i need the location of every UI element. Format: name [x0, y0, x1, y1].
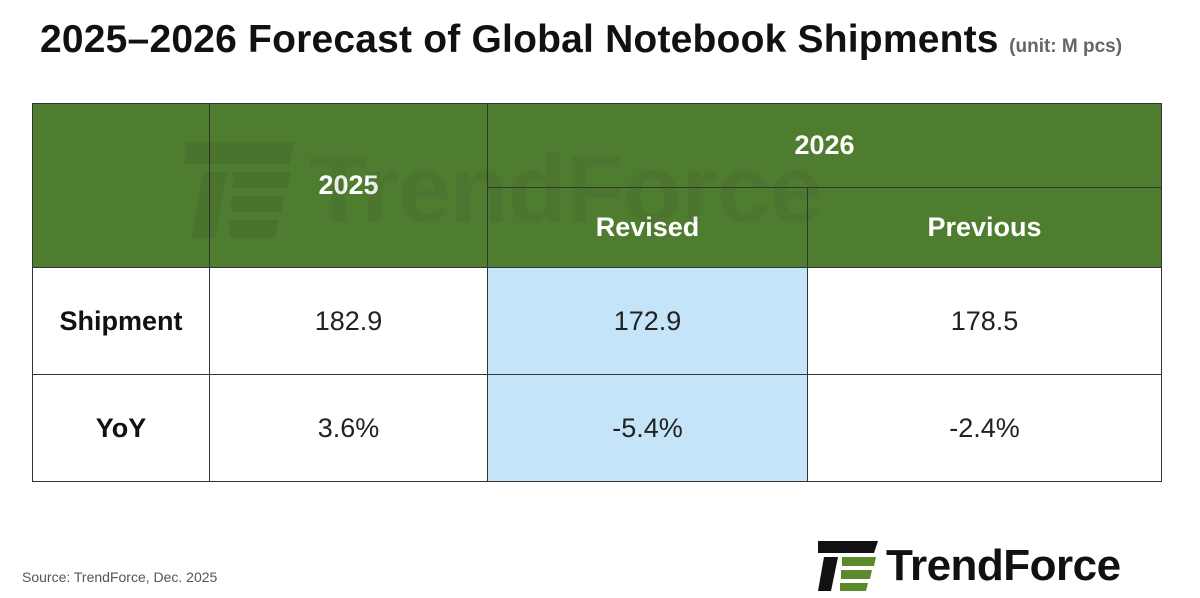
unit-label: (unit: M pcs) — [1009, 36, 1123, 57]
table-row: Shipment 182.9 172.9 178.5 — [32, 267, 1163, 375]
header-row-sub: Revised Previous — [33, 187, 1163, 268]
cell-yoy-2025: 3.6% — [209, 374, 488, 482]
source-note: Source: TrendForce, Dec. 2025 — [22, 569, 218, 585]
cell-shipment-2025: 182.9 — [209, 267, 488, 375]
header-row-top: 2025 2026 — [32, 103, 1163, 268]
cell-yoy-revised: -5.4% — [487, 374, 808, 482]
cell-shipment-revised: 172.9 — [487, 267, 808, 375]
row-label-shipment: Shipment — [32, 267, 210, 375]
col-header-2025: 2025 — [209, 103, 488, 268]
forecast-table-container: 2025 2026 Revised Previous Shipment 182.… — [32, 103, 1163, 482]
forecast-table: 2025 2026 Revised Previous Shipment 182.… — [32, 103, 1163, 482]
col-header-previous: Previous — [806, 187, 1163, 268]
col-header-2026: 2026 — [486, 103, 1163, 188]
title-row: 2025–2026 Forecast of Global Notebook Sh… — [40, 18, 1122, 62]
col-header-revised: Revised — [487, 187, 808, 268]
page-title: 2025–2026 Forecast of Global Notebook Sh… — [40, 18, 999, 61]
brand-logo: TrendForce — [818, 540, 1121, 592]
brand-name: TrendForce — [886, 541, 1121, 590]
table-row: YoY 3.6% -5.4% -2.4% — [32, 374, 1163, 482]
corner-cell — [32, 103, 210, 268]
cell-shipment-previous: 178.5 — [806, 267, 1163, 375]
row-label-yoy: YoY — [32, 374, 210, 482]
cell-yoy-previous: -2.4% — [806, 374, 1163, 482]
trendforce-logo-icon — [818, 541, 878, 591]
